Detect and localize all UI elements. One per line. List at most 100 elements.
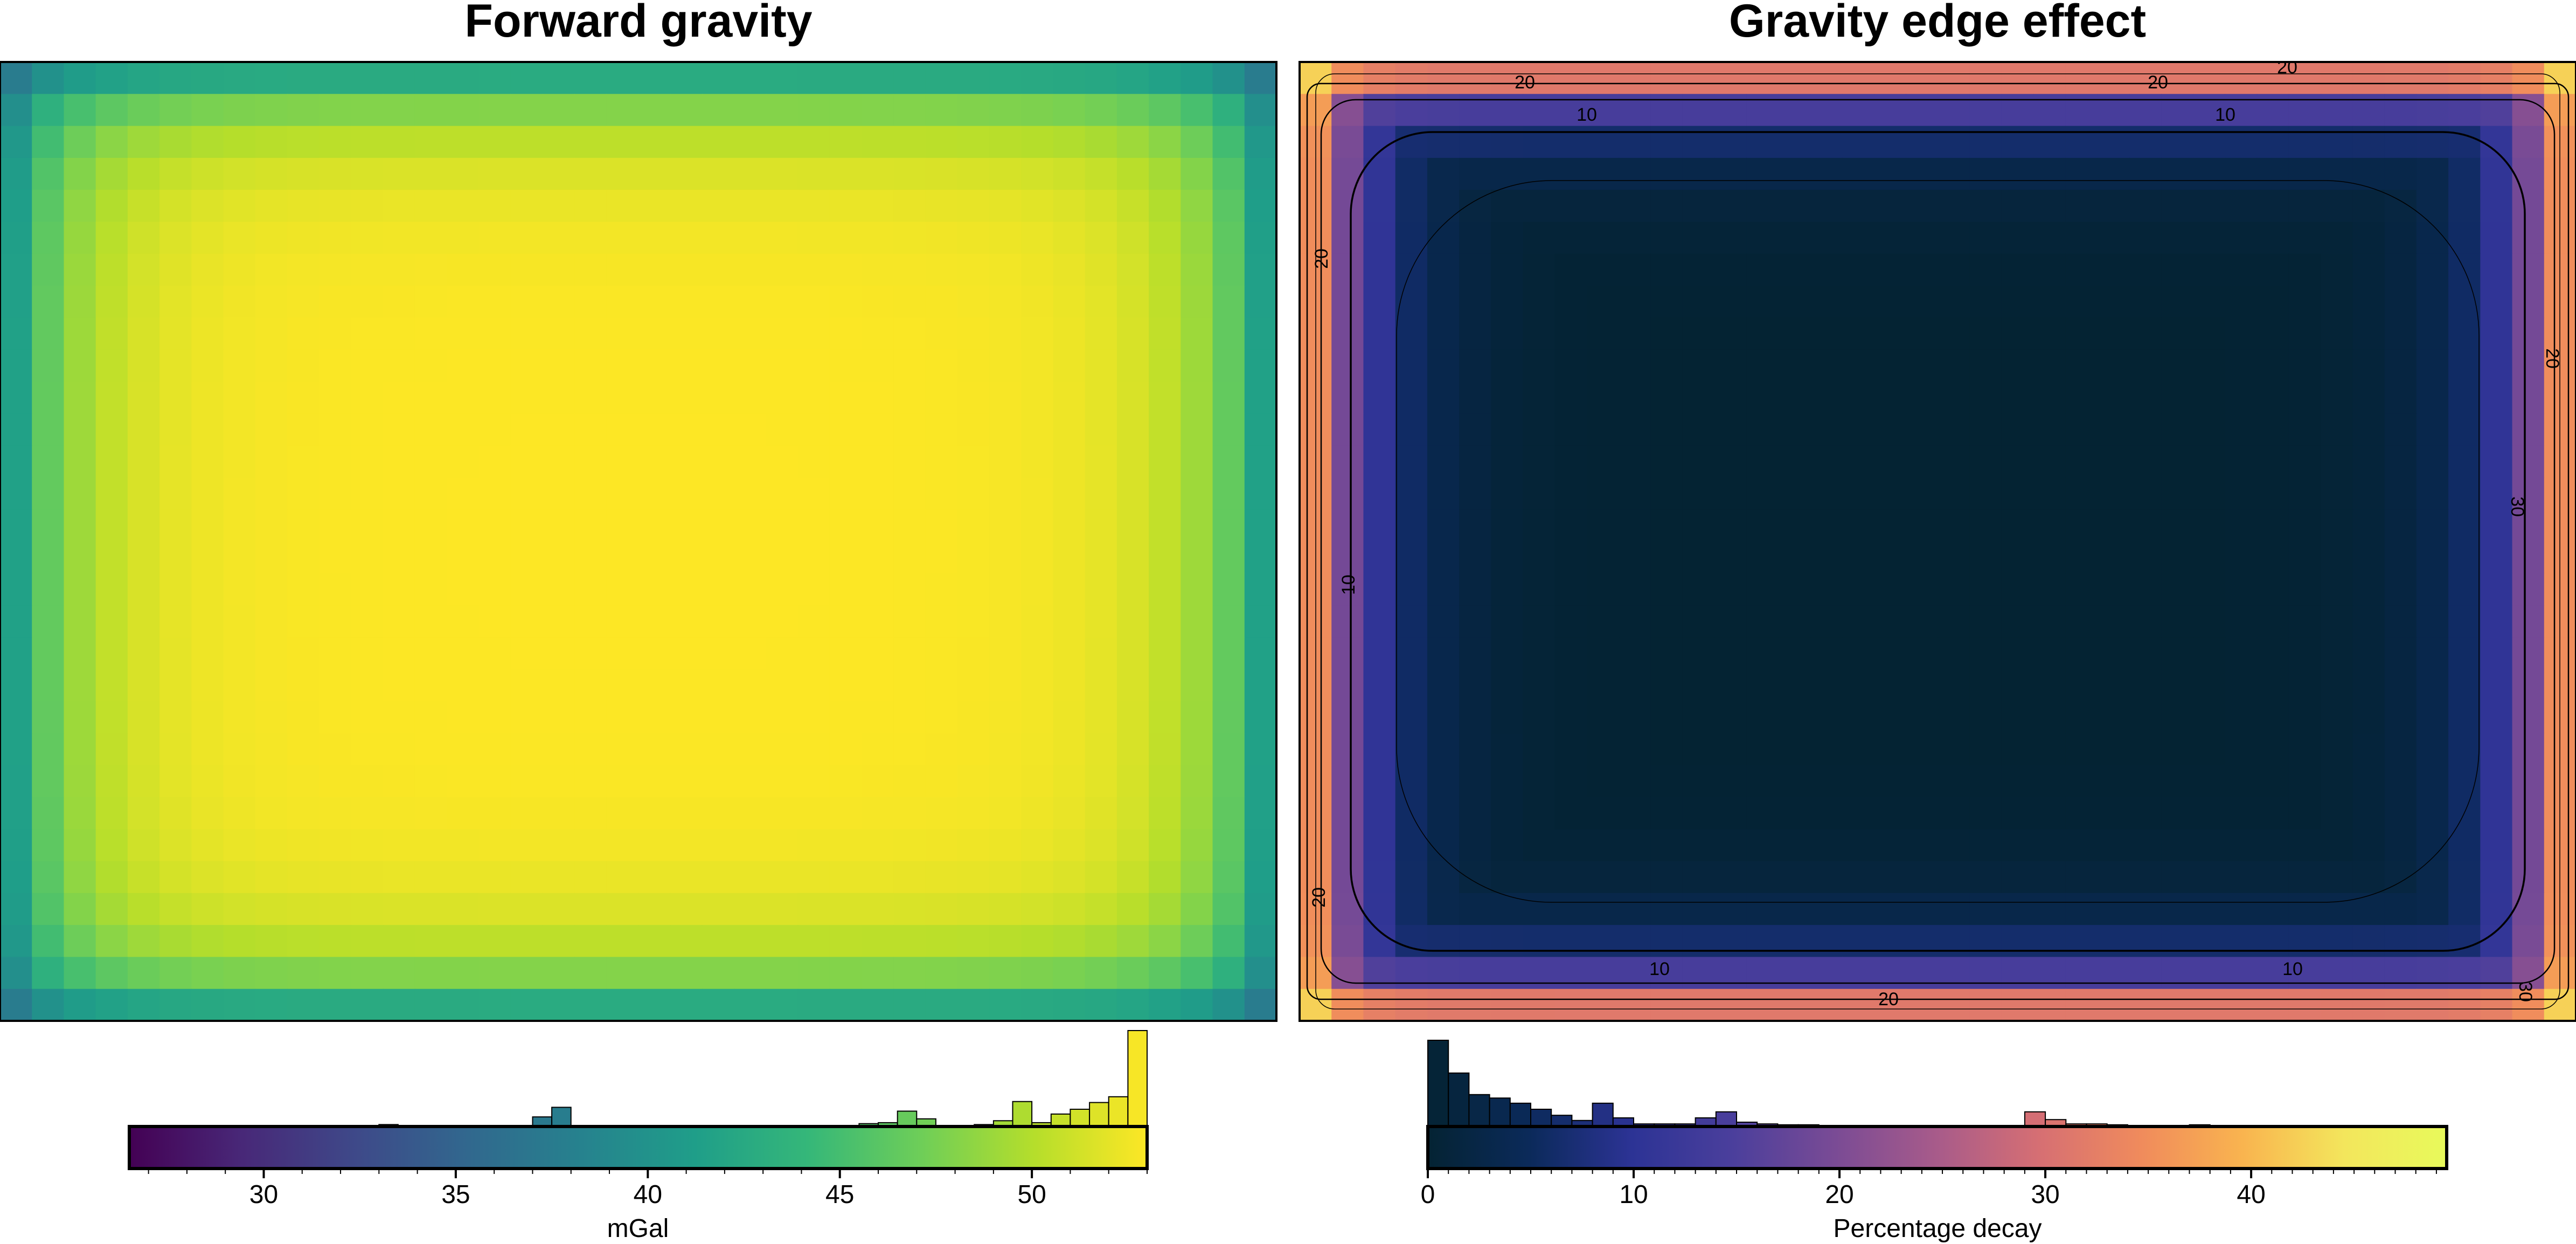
heatmap-cell bbox=[1085, 733, 1117, 766]
heatmap-cell bbox=[287, 509, 320, 542]
heatmap-cell bbox=[2448, 701, 2481, 734]
heatmap-cell bbox=[1587, 413, 1620, 446]
heatmap-cell bbox=[2288, 829, 2321, 862]
heatmap-cell bbox=[797, 797, 830, 830]
heatmap-cell bbox=[1874, 701, 1907, 734]
heatmap-cell bbox=[478, 509, 511, 542]
heatmap-cell bbox=[1116, 126, 1149, 158]
heatmap-cell bbox=[1427, 669, 1460, 702]
heatmap-cell bbox=[2448, 861, 2481, 894]
heatmap-cell bbox=[1746, 222, 1779, 254]
heatmap-cell bbox=[2001, 733, 2034, 766]
heatmap-cell bbox=[1523, 669, 1556, 702]
heatmap-cell bbox=[2416, 541, 2449, 574]
heatmap-cell bbox=[2321, 94, 2353, 127]
heatmap-cell bbox=[2256, 477, 2289, 510]
heatmap-cell bbox=[414, 925, 447, 958]
heatmap-cell bbox=[1874, 509, 1907, 542]
heatmap-cell bbox=[2448, 541, 2481, 574]
heatmap-cell bbox=[2288, 893, 2321, 925]
heatmap-cell bbox=[925, 893, 958, 925]
heatmap-cell bbox=[510, 541, 543, 574]
heatmap-cell bbox=[893, 829, 926, 862]
heatmap-cell bbox=[734, 637, 767, 670]
heatmap-cell bbox=[2001, 317, 2034, 350]
heatmap-cell bbox=[2416, 733, 2449, 766]
heatmap-cell bbox=[1810, 253, 1843, 286]
heatmap-cell bbox=[797, 190, 830, 223]
heatmap-cell bbox=[1682, 509, 1715, 542]
heatmap-cell bbox=[2480, 62, 2513, 95]
heatmap-cell bbox=[510, 190, 543, 223]
heatmap-cell bbox=[957, 190, 990, 223]
heatmap-cell bbox=[1938, 957, 1970, 990]
heatmap-cell bbox=[223, 126, 256, 158]
heatmap-cell bbox=[478, 797, 511, 830]
heatmap-cell bbox=[1938, 541, 1970, 574]
heatmap-cell bbox=[159, 94, 192, 127]
heatmap-cell bbox=[2225, 605, 2258, 638]
heatmap-cell bbox=[2129, 541, 2162, 574]
heatmap-cell bbox=[1491, 445, 1524, 478]
heatmap-cell bbox=[1969, 286, 2002, 319]
heatmap-cell bbox=[478, 190, 511, 223]
heatmap-cell bbox=[893, 94, 926, 127]
heatmap-cell bbox=[670, 765, 703, 798]
heatmap-cell bbox=[1491, 957, 1524, 990]
heatmap-cell bbox=[989, 94, 1022, 127]
heatmap-cell bbox=[383, 797, 415, 830]
heatmap-cell bbox=[2097, 605, 2130, 638]
heatmap-cell bbox=[510, 477, 543, 510]
heatmap-cell bbox=[255, 541, 288, 574]
heatmap-cell bbox=[351, 94, 384, 127]
heatmap-cell bbox=[159, 445, 192, 478]
heatmap-cell bbox=[32, 413, 65, 446]
heatmap-cell bbox=[1682, 637, 1715, 670]
histogram-bar bbox=[1715, 1111, 1738, 1128]
heatmap-cell bbox=[1053, 445, 1086, 478]
heatmap-cell bbox=[1778, 541, 1811, 574]
heatmap-cell bbox=[2416, 893, 2449, 925]
heatmap-cell bbox=[2480, 445, 2513, 478]
heatmap-cell bbox=[223, 637, 256, 670]
heatmap-cell bbox=[2065, 477, 2098, 510]
heatmap-cell bbox=[2097, 157, 2130, 190]
heatmap-cell bbox=[1587, 509, 1620, 542]
heatmap-cell bbox=[2512, 286, 2545, 319]
heatmap-cell bbox=[829, 349, 862, 382]
heatmap-cell bbox=[1085, 477, 1117, 510]
heatmap-cell bbox=[797, 733, 830, 766]
heatmap-cell bbox=[2161, 445, 2194, 478]
heatmap-cell bbox=[2288, 317, 2321, 350]
heatmap-cell bbox=[1810, 126, 1843, 158]
heatmap-cell bbox=[1842, 317, 1874, 350]
heatmap-cell bbox=[2129, 765, 2162, 798]
heatmap-cell bbox=[734, 157, 767, 190]
heatmap-cell bbox=[2161, 701, 2194, 734]
heatmap-cell bbox=[1244, 317, 1277, 350]
heatmap-cell bbox=[1650, 957, 1683, 990]
heatmap-cell bbox=[542, 157, 575, 190]
histogram-bar bbox=[1468, 1094, 1490, 1128]
forward-gravity-title: Forward gravity bbox=[464, 0, 812, 47]
heatmap-cell bbox=[1363, 445, 1396, 478]
heatmap-cell bbox=[989, 317, 1022, 350]
heatmap-cell bbox=[670, 573, 703, 606]
heatmap-cell bbox=[0, 349, 33, 382]
heatmap-cell bbox=[1587, 157, 1620, 190]
heatmap-cell bbox=[1619, 957, 1651, 990]
contour-label: 10 bbox=[1577, 105, 1597, 125]
heatmap-cell bbox=[1682, 413, 1715, 446]
heatmap-cell bbox=[414, 637, 447, 670]
heatmap-cell bbox=[510, 126, 543, 158]
heatmap-cell bbox=[670, 861, 703, 894]
heatmap-cell bbox=[1427, 893, 1460, 925]
heatmap-cell bbox=[255, 62, 288, 95]
heatmap-cell bbox=[574, 190, 607, 223]
heatmap-cell bbox=[2033, 989, 2066, 1021]
heatmap-cell bbox=[510, 957, 543, 990]
heatmap-cell bbox=[1778, 349, 1811, 382]
heatmap-cell bbox=[1181, 989, 1213, 1021]
heatmap-cell bbox=[414, 126, 447, 158]
heatmap-cell bbox=[1906, 509, 1939, 542]
